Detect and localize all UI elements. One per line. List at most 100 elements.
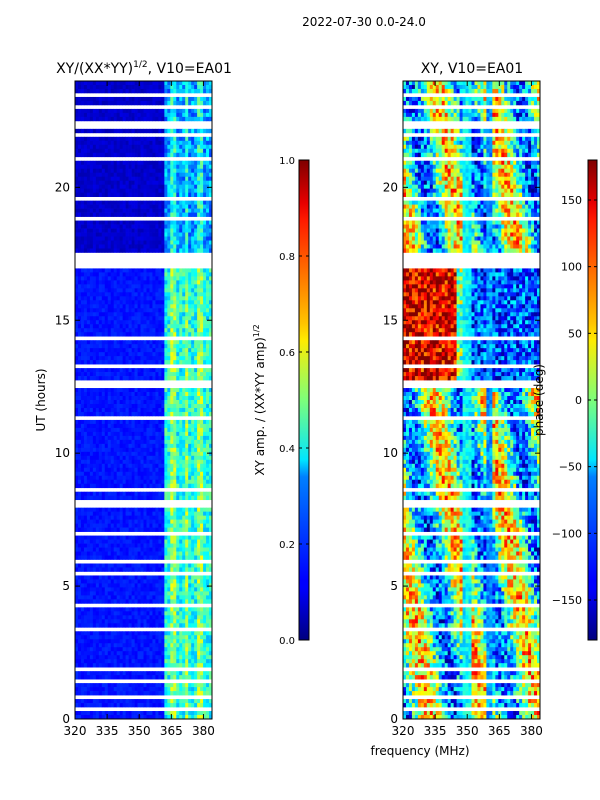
heatmap-cell	[170, 392, 174, 397]
heatmap-cell	[119, 140, 123, 146]
heatmap-cell	[164, 451, 168, 457]
heatmap-cell	[188, 192, 192, 197]
heatmap-cell	[77, 348, 82, 353]
heatmap-cell	[161, 579, 165, 584]
heatmap-cell	[125, 112, 129, 118]
heatmap-cell	[125, 168, 129, 174]
heatmap-cell	[173, 312, 177, 317]
heatmap-cell	[155, 435, 159, 441]
heatmap-cell	[131, 372, 135, 377]
heatmap-cell	[167, 356, 171, 361]
heatmap-cell	[134, 563, 138, 568]
heatmap-cell	[170, 324, 174, 329]
heatmap-cell	[206, 144, 210, 150]
heatmap-cell	[200, 81, 204, 86]
heatmap-cell	[200, 288, 204, 293]
heatmap-cell	[155, 507, 159, 512]
heatmap-cell	[167, 587, 171, 592]
heatmap-cell	[98, 148, 103, 154]
heatmap-cell	[83, 248, 88, 253]
heatmap-cell	[158, 567, 162, 572]
heatmap-cell	[137, 272, 141, 277]
heatmap-cell	[113, 419, 118, 425]
heatmap-cell	[119, 583, 123, 588]
heatmap-cell	[164, 396, 168, 401]
heatmap-cell	[191, 324, 195, 329]
heatmap-cell	[122, 308, 126, 313]
heatmap-cell	[98, 455, 103, 461]
heatmap-cell	[173, 368, 177, 373]
heatmap-cell	[209, 236, 213, 241]
heatmap-cell	[152, 116, 156, 122]
heatmap-cell	[173, 208, 177, 213]
heatmap-cell	[203, 316, 207, 321]
heatmap-cell	[164, 519, 168, 524]
heatmap-cell	[110, 396, 115, 401]
heatmap-cell	[83, 527, 88, 532]
heatmap-cell	[98, 312, 103, 317]
heatmap-cell	[113, 471, 118, 477]
heatmap-cell	[107, 507, 112, 512]
heatmap-cell	[104, 192, 109, 197]
heatmap-cell	[125, 180, 129, 186]
heatmap-cell	[191, 555, 195, 560]
heatmap-cell	[137, 539, 141, 544]
heatmap-cell	[101, 575, 106, 580]
heatmap-cell	[182, 396, 186, 401]
heatmap-cell	[86, 240, 91, 245]
heatmap-cell	[161, 148, 165, 154]
heatmap-cell	[98, 563, 103, 568]
heatmap-cell	[164, 388, 168, 393]
heatmap-cell	[203, 423, 207, 429]
heatmap-cell	[122, 328, 126, 333]
heatmap-cell	[170, 108, 174, 114]
heatmap-cell	[92, 88, 97, 94]
heatmap-cell	[89, 423, 94, 429]
heatmap-cell	[200, 268, 204, 273]
heatmap-cell	[203, 360, 207, 365]
heatmap-cell	[122, 148, 126, 154]
heatmap-cell	[161, 164, 165, 170]
heatmap-cell	[158, 431, 162, 437]
heatmap-cell	[80, 439, 85, 445]
heatmap-cell	[152, 435, 156, 441]
heatmap-cell	[113, 280, 118, 285]
heatmap-cell	[179, 427, 183, 433]
heatmap-cell	[158, 228, 162, 233]
heatmap-cell	[83, 212, 88, 217]
heatmap-cell	[80, 84, 85, 90]
heatmap-cell	[173, 403, 177, 409]
heatmap-cell	[188, 575, 192, 580]
heatmap-cell	[164, 188, 168, 193]
heatmap-cell	[191, 248, 195, 253]
heatmap-cell	[164, 168, 168, 174]
heatmap-cell	[110, 459, 115, 465]
heatmap-cell	[191, 400, 195, 405]
heatmap-cell	[89, 368, 94, 373]
heatmap-cell	[89, 224, 94, 229]
heatmap-cell	[161, 599, 165, 604]
heatmap-cell	[95, 88, 100, 94]
heatmap-cell	[149, 467, 153, 473]
heatmap-cell	[80, 128, 85, 134]
heatmap-cell	[86, 176, 91, 182]
heatmap-cell	[75, 447, 79, 453]
heatmap-cell	[191, 172, 195, 178]
heatmap-cell	[185, 411, 189, 417]
heatmap-cell	[152, 575, 156, 580]
heatmap-cell	[188, 164, 192, 170]
heatmap-cell	[170, 567, 174, 572]
heatmap-cell	[80, 348, 85, 353]
heatmap-cell	[92, 280, 97, 285]
heatmap-cell	[191, 316, 195, 321]
heatmap-cell	[161, 555, 165, 560]
heatmap-cell	[104, 535, 109, 540]
heatmap-cell	[194, 435, 198, 441]
heatmap-cell	[125, 451, 129, 457]
heatmap-cell	[194, 396, 198, 401]
heatmap-cell	[86, 108, 91, 114]
heatmap-cell	[80, 403, 85, 409]
heatmap-cell	[155, 419, 159, 425]
heatmap-cell	[110, 144, 115, 150]
heatmap-cell	[194, 467, 198, 473]
